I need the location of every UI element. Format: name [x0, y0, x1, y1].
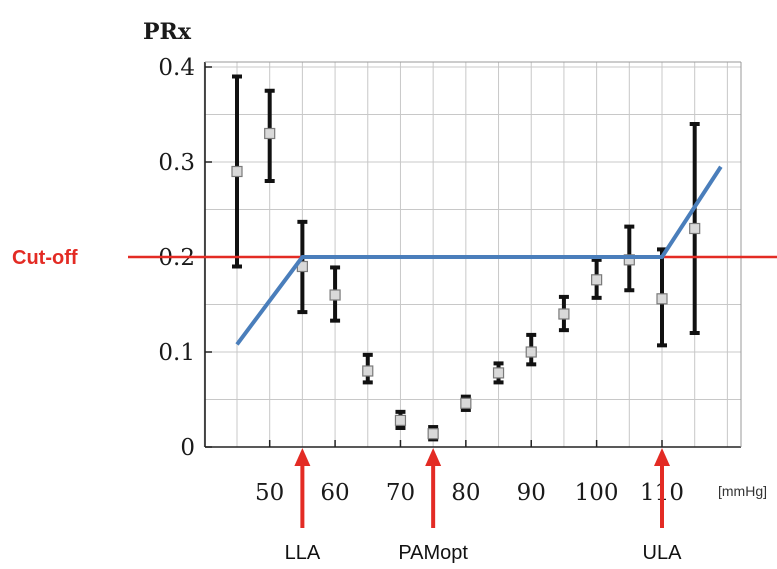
- data-point: [591, 274, 603, 286]
- y-tick-label: 0.3: [158, 150, 195, 176]
- x-tick-label: 80: [451, 480, 480, 506]
- y-tick-label: 0: [180, 435, 195, 461]
- data-points: [231, 127, 701, 440]
- x-tick-label: 70: [386, 480, 415, 506]
- threshold-label: ULA: [643, 542, 683, 564]
- x-tick-label: 50: [255, 480, 284, 506]
- x-tick-label: 90: [517, 480, 546, 506]
- arrow-head: [654, 448, 670, 466]
- data-point: [394, 414, 407, 426]
- data-point: [525, 346, 537, 358]
- data-point: [689, 222, 701, 235]
- x-tick-labels: 5060708090100110: [255, 440, 684, 506]
- y-tick-label: 0.1: [158, 340, 195, 366]
- data-point: [656, 293, 668, 305]
- data-point: [623, 254, 635, 266]
- data-point: [264, 127, 276, 140]
- data-point: [362, 365, 374, 377]
- data-point: [427, 428, 439, 440]
- data-point: [558, 308, 570, 320]
- arrow-head: [425, 448, 442, 466]
- threshold-label: PAMopt: [398, 542, 468, 564]
- x-tick-label: 60: [320, 480, 349, 506]
- fit-polyline: [235, 165, 723, 346]
- data-point: [231, 165, 243, 178]
- chart-title: PRx: [143, 19, 192, 45]
- fit-line: [235, 165, 723, 346]
- x-tick-label: 100: [575, 480, 619, 506]
- cutoff-label: Cut-off: [12, 247, 78, 269]
- plot-frame: [204, 61, 742, 448]
- data-point: [460, 397, 472, 409]
- x-axis-unit-label: [mmHg]: [718, 483, 767, 499]
- arrow-head: [294, 448, 311, 466]
- data-point: [329, 289, 341, 301]
- y-tick-label: 0.4: [158, 55, 195, 81]
- threshold-label: LLA: [285, 542, 321, 564]
- data-point: [492, 367, 505, 379]
- threshold-annotations: LLA PAMopt ULA: [285, 448, 683, 564]
